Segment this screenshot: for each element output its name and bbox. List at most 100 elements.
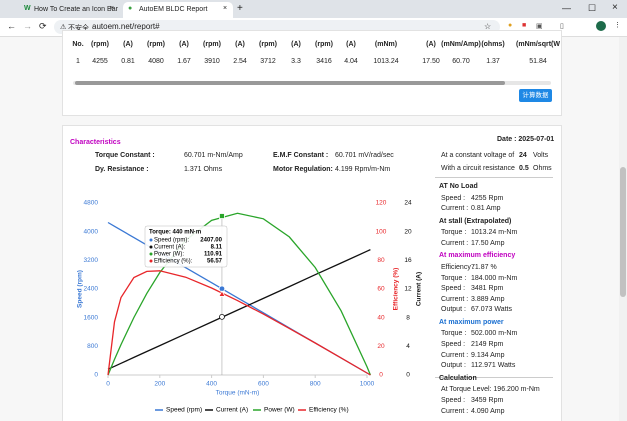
summary-unit: Volts [533,152,549,159]
tooltip-dot [149,245,153,249]
section-title: Characteristics [70,139,121,146]
new-tab[interactable]: + [237,3,243,14]
extension[interactable]: ● [508,22,513,29]
security-icon: ⚠ [60,24,67,31]
url: autoem.net/report# [92,22,160,31]
scrollbar[interactable] [619,37,627,421]
summary-unit: Ohms [533,165,552,172]
tooltip-value: 2407.00 [200,238,222,244]
tab-close[interactable]: × [223,5,228,12]
tooltip-dot [149,252,153,256]
table-header: (mNm) [374,41,398,48]
y-tick-label: 4800 [84,200,99,207]
forward[interactable]: → [23,21,32,31]
summary-value: 184.000 m-Nm [471,274,518,282]
property: 60.701 m-Nm/Amp [184,152,243,159]
y-tick-label: 0 [406,372,410,379]
summary-label: With a circuit resistance [441,165,515,172]
table-cell: 3910 [204,58,220,65]
divider [435,377,553,378]
property: Motor Regulation: [273,166,333,173]
y-tick-label: 800 [87,343,98,350]
summary-label: Speed : [441,194,466,202]
y-tick-label: 0 [94,372,98,379]
y-tick-label: 4 [406,343,410,350]
summary-value: 0.5 [519,165,529,172]
summary-heading: AT No Load [439,183,478,190]
y-tick-label: 20 [404,228,412,235]
table-scroll-thumb[interactable] [75,81,505,85]
table-cell: 1.67 [177,58,191,65]
sidebar[interactable]: ▯ [560,23,564,30]
summary-label: Current : [441,407,469,415]
x-tick-label: 0 [106,381,110,388]
tab-close[interactable]: × [110,5,115,12]
y-tick-label: 120 [376,200,387,207]
hover-marker [219,313,225,320]
summary-label: Efficiency : [441,263,475,271]
table-header: (rpm) [315,41,333,48]
tab-active[interactable]: ● AutoEM BLDC Report × [123,2,233,18]
summary-label: Torque : [441,274,467,282]
extension[interactable]: ▣ [536,23,543,30]
tooltip-label: Efficiency (%): [154,259,193,265]
summary-value: 502.000 m-Nm [471,330,518,338]
tab-title: AutoEM BLDC Report [139,6,208,13]
reload[interactable]: ⟳ [39,21,47,31]
tooltip-label: Power (W): [154,252,184,258]
scroll-thumb[interactable] [620,167,626,297]
y-tick-label: 4000 [84,228,99,235]
y-axis-title: Efficiency (%) [393,268,400,311]
table-cell: 3416 [316,58,332,65]
minimize[interactable]: — [562,3,571,13]
maximize[interactable]: ☐ [588,3,597,13]
table-header: (mNm/Amp) [441,41,481,48]
extension[interactable]: ■ [522,22,527,29]
x-tick-label: 200 [154,381,165,388]
y-tick-label: 100 [376,228,387,235]
table-header: (mNm/sqrt(W [516,41,560,48]
table-cell: 60.70 [452,58,470,65]
legend-label: Current (A) [216,407,248,414]
table-cell: 1 [76,58,80,65]
y-tick-label: 2400 [84,286,99,293]
tooltip-title: Torque: 440 mN·m [149,230,201,236]
x-axis-title: Torque (mN-m) [216,390,260,397]
series-line [107,270,371,376]
table-header: No. [72,41,84,48]
y-tick-label: 60 [377,286,385,293]
summary-label: Speed : [441,341,466,348]
table-header: (rpm) [91,41,109,48]
summary-value: 4255 Rpm [471,194,504,202]
y-tick-label: 20 [377,343,385,350]
property: E.M.F Constant : [273,152,329,159]
hover-marker [218,290,226,297]
summary-heading: At maximum power [439,318,504,326]
series-line [107,212,372,376]
table-cell: 51.84 [529,58,547,65]
y-tick-label: 8 [406,314,410,321]
summary-heading: At stall (Extrapolated) [439,217,512,225]
summary-value: 9.134 Amp [471,351,505,359]
bookmark[interactable]: ☆ [484,22,492,31]
table-header: (A) [123,41,133,48]
property: 1.371 Ohms [184,166,223,173]
back[interactable]: ← [7,21,16,31]
profile[interactable] [596,21,606,31]
tooltip-value: 8.11 [211,245,223,251]
table-header: (rpm) [259,41,277,48]
y-axis-title: Current (A) [416,272,423,306]
calculate-button[interactable]: 计算数据 [519,89,552,102]
tab[interactable]: W How To Create an Icon Bar × [20,2,120,18]
menu[interactable]: ⋮ [614,22,621,29]
summary-value: 3.889 Amp [471,295,505,303]
table-scrollbar[interactable] [73,81,551,85]
table-header: (A) [291,41,301,48]
close-window[interactable]: × [612,2,618,13]
series-line [107,249,371,370]
tooltip-value: 56.57 [207,259,223,265]
summary-value: 67.073 Watts [471,306,512,314]
x-tick-label: 400 [206,381,217,388]
table-header: (ohms) [481,41,505,48]
